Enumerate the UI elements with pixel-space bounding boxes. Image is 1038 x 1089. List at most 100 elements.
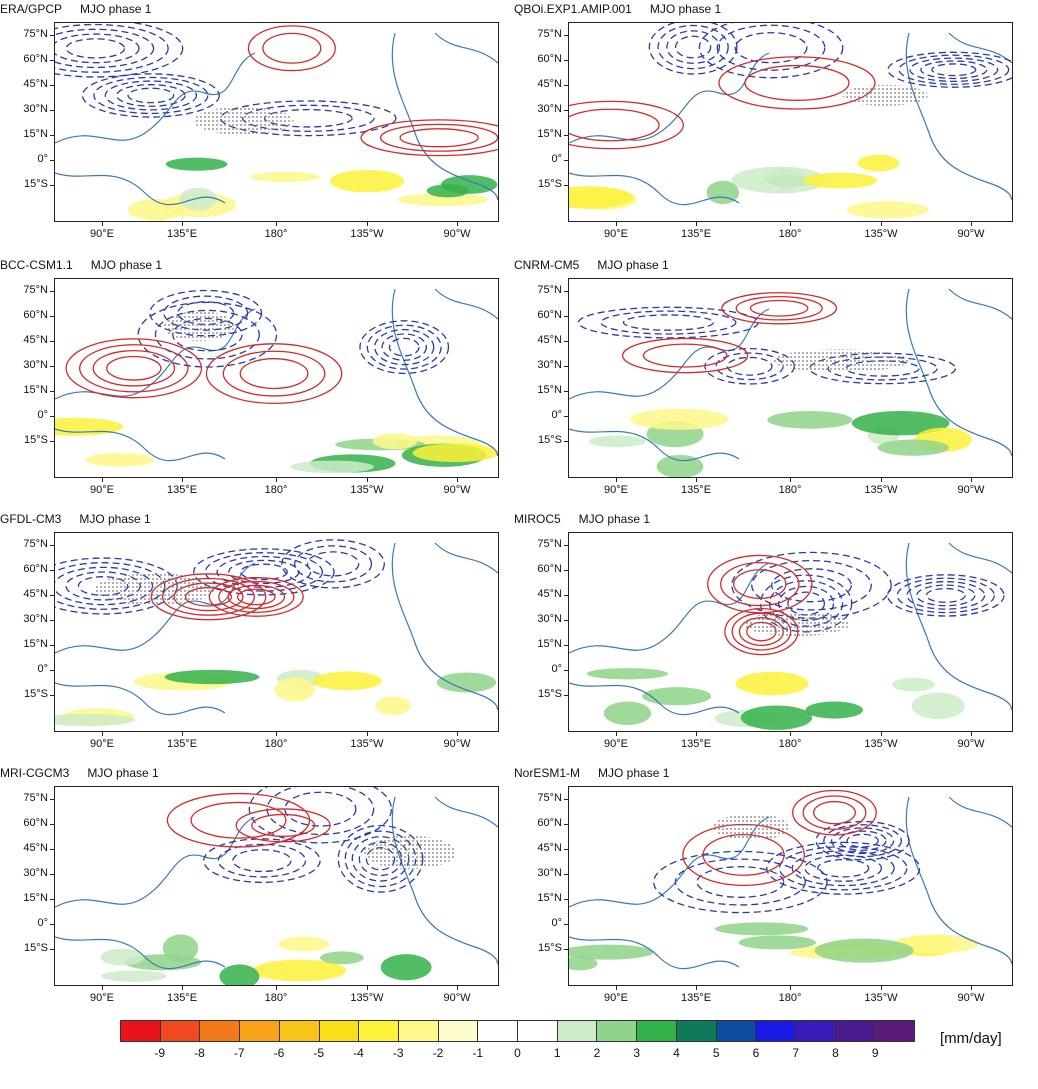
longitude-tick — [276, 478, 277, 482]
longitude-label: 90°E — [604, 992, 628, 1004]
latitude-tick — [564, 316, 568, 317]
latitude-label: 15°N — [537, 384, 562, 396]
latitude-tick — [50, 160, 54, 161]
latitude-label: 0° — [551, 409, 562, 421]
latitude-tick — [50, 695, 54, 696]
longitude-label: 135°E — [166, 992, 198, 1004]
longitude-label: 135°W — [864, 992, 898, 1004]
latitude-label: 30°N — [537, 359, 562, 371]
colorbar-label: 3 — [633, 1046, 641, 1060]
latitude-tick — [564, 595, 568, 596]
latitude-label: 0° — [37, 917, 48, 929]
longitude-tick — [182, 222, 183, 226]
latitude-tick — [50, 849, 54, 850]
latitude-tick — [564, 391, 568, 392]
latitude-tick — [50, 645, 54, 646]
latitude-tick — [50, 595, 54, 596]
longitude-tick — [790, 732, 791, 736]
panel-title: MIROC5 MJO phase 1 — [514, 512, 650, 526]
longitude-label: 135°E — [680, 228, 712, 240]
colorbar-label: -1 — [472, 1046, 484, 1060]
longitude-label: 180° — [778, 992, 802, 1004]
map-frame — [54, 278, 499, 478]
longitude-label: 90°E — [604, 738, 628, 750]
colorbar-label: -9 — [154, 1046, 166, 1060]
colorbar-swatch — [795, 1021, 836, 1041]
colorbar-label: 5 — [712, 1046, 720, 1060]
colorbar-label: 1 — [553, 1046, 561, 1060]
longitude-tick — [182, 986, 183, 990]
colorbar-label: -4 — [353, 1046, 364, 1060]
latitude-label: 45°N — [23, 78, 48, 90]
map-panel: QBOi.EXP1.AMIP.001 MJO phase 1 75°N 60°N 45°… — [514, 0, 1014, 250]
latitude-tick — [564, 695, 568, 696]
latitude-label: 15°N — [537, 638, 562, 650]
phase-label: MJO phase 1 — [649, 2, 722, 16]
longitude-label: 135°E — [680, 992, 712, 1004]
longitude-label: 90°W — [957, 228, 985, 240]
longitude-label: 90°W — [443, 484, 471, 496]
colorbar-label: -7 — [233, 1046, 245, 1060]
latitude-label: 30°N — [23, 359, 48, 371]
latitude-label: 45°N — [23, 334, 48, 346]
longitude-tick — [881, 732, 882, 736]
latitude-label: 30°N — [537, 103, 562, 115]
latitude-label: 30°N — [23, 867, 48, 879]
latitude-label: 45°N — [537, 588, 562, 600]
longitude-label: 135°E — [680, 484, 712, 496]
longitude-tick — [616, 222, 617, 226]
longitude-label: 90°W — [957, 992, 985, 1004]
latitude-label: 45°N — [537, 334, 562, 346]
latitude-tick — [50, 670, 54, 671]
longitude-label: 90°W — [443, 738, 471, 750]
latitude-tick — [564, 85, 568, 86]
latitude-label: 60°N — [537, 309, 562, 321]
longitude-label: 180° — [778, 484, 802, 496]
longitude-label: 135°W — [350, 228, 384, 240]
longitude-label: 135°W — [864, 484, 898, 496]
model-name: MIROC5 — [514, 512, 561, 526]
latitude-tick — [564, 899, 568, 900]
latitude-label: 0° — [551, 917, 562, 929]
longitude-tick — [276, 222, 277, 226]
latitude-label: 60°N — [23, 309, 48, 321]
latitude-tick — [50, 110, 54, 111]
latitude-label: 75°N — [537, 538, 562, 550]
latitude-label: 30°N — [537, 867, 562, 879]
latitude-tick — [564, 160, 568, 161]
longitude-tick — [881, 478, 882, 482]
longitude-tick — [696, 222, 697, 226]
model-name: ERA/GPCP — [0, 2, 63, 16]
model-name: MRI-CGCM3 — [0, 766, 70, 780]
latitude-label: 60°N — [23, 53, 48, 65]
longitude-tick — [616, 986, 617, 990]
latitude-tick — [50, 316, 54, 317]
latitude-tick — [50, 185, 54, 186]
longitude-tick — [971, 222, 972, 226]
panel-title: QBOi.EXP1.AMIP.001 MJO phase 1 — [514, 2, 721, 16]
colorbar-swatch — [319, 1021, 360, 1041]
colorbar-label: -2 — [432, 1046, 444, 1060]
colorbar-swatch — [637, 1021, 677, 1041]
longitude-label: 90°E — [604, 228, 628, 240]
colorbar-label: -5 — [313, 1046, 325, 1060]
colorbar-swatch — [121, 1021, 161, 1041]
latitude-tick — [564, 60, 568, 61]
longitude-label: 135°E — [166, 228, 198, 240]
latitude-label: 15°N — [23, 892, 48, 904]
longitude-tick — [182, 478, 183, 482]
latitude-label: 30°N — [23, 103, 48, 115]
latitude-label: 75°N — [537, 284, 562, 296]
map-frame — [54, 22, 499, 222]
longitude-tick — [881, 222, 882, 226]
latitude-tick — [564, 416, 568, 417]
colorbar-label: 7 — [792, 1046, 800, 1060]
model-name: CNRM-CM5 — [514, 258, 580, 272]
longitude-tick — [457, 732, 458, 736]
longitude-label: 180° — [778, 738, 802, 750]
latitude-label: 15°S — [24, 434, 48, 446]
latitude-tick — [564, 185, 568, 186]
latitude-label: 60°N — [23, 563, 48, 575]
longitude-label: 90°W — [443, 228, 471, 240]
longitude-tick — [696, 478, 697, 482]
